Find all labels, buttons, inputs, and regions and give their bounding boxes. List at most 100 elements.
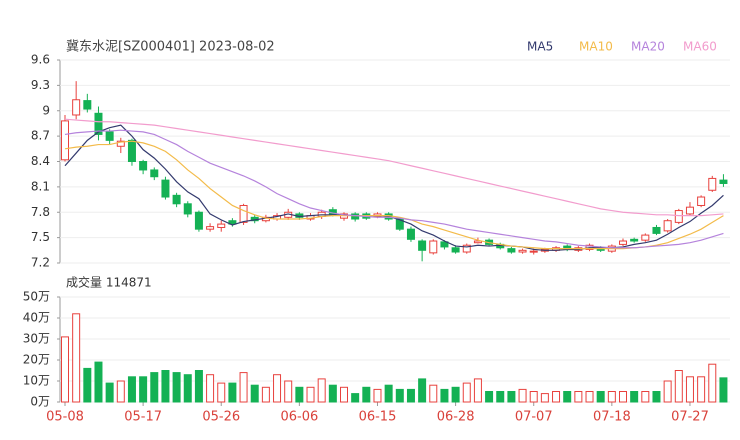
volume-bar (518, 388, 527, 403)
y-tick-label: 10万 (23, 374, 50, 388)
volume-bar (194, 370, 203, 403)
candle-body (685, 206, 694, 215)
volume-bar (529, 391, 538, 403)
volume-bar (83, 367, 92, 403)
volume-bar (72, 313, 81, 403)
volume-bar (127, 376, 136, 403)
candle-body (663, 220, 672, 232)
volume-bar (217, 382, 226, 403)
volume-bar (406, 388, 415, 403)
candle-body (507, 248, 516, 253)
volume-bar (462, 382, 471, 403)
volume-bar (273, 374, 282, 403)
volume-bar (641, 391, 650, 403)
volume-bar (295, 386, 304, 403)
volume-bar (496, 391, 505, 403)
volume-bar (384, 384, 393, 403)
x-tick-label: 05-08 (46, 410, 84, 425)
chart-title: 冀东水泥[SZ000401] 2023-08-02 (66, 39, 275, 55)
candle-body (406, 228, 415, 240)
y-tick-label: 0万 (30, 395, 50, 409)
candle-body (351, 213, 360, 220)
candle-body (619, 240, 627, 245)
volume-bar (250, 384, 259, 403)
volume-bar (351, 393, 360, 403)
volume-bar (418, 378, 427, 403)
legend-label: MA20 (631, 40, 665, 54)
y-tick-label: 40万 (23, 311, 50, 325)
ma-line (64, 140, 724, 250)
y-tick-label: 8.1 (31, 179, 50, 193)
y-tick-label: 50万 (23, 290, 50, 304)
candle-body (473, 240, 482, 244)
candle-body (529, 250, 538, 253)
candle-body (429, 240, 438, 254)
y-tick-label: 8.7 (31, 129, 50, 143)
volume-bar (183, 374, 192, 403)
y-tick-label: 9.3 (31, 78, 50, 92)
candle-body (451, 247, 460, 253)
volume-bar (563, 391, 572, 403)
candle-body (139, 161, 148, 171)
volume-bar (473, 378, 482, 403)
volume-bar (94, 361, 103, 403)
x-tick-label: 06-28 (437, 410, 475, 425)
volume-bar (630, 391, 639, 403)
volume-bar (61, 336, 69, 403)
y-tick-label: 9 (42, 103, 50, 117)
volume-bar (552, 391, 561, 403)
candle-body (116, 140, 125, 147)
candle-body (72, 99, 81, 116)
volume-bar (451, 386, 460, 403)
volume-bar (619, 391, 627, 403)
volume-bar (697, 376, 706, 403)
candle-body (183, 203, 192, 215)
volume-bar (362, 386, 371, 403)
x-tick-label: 07-07 (515, 410, 553, 425)
volume-bar (172, 372, 181, 403)
ma-line (64, 118, 724, 217)
candle-body (105, 131, 114, 141)
volume-bar (206, 374, 215, 403)
volume-bar (261, 386, 270, 403)
y-tick-label: 30万 (23, 332, 50, 346)
x-tick-label: 07-18 (593, 410, 631, 425)
y-tick-label: 9.6 (31, 53, 50, 67)
volume-bar (284, 380, 293, 403)
candle-body (395, 218, 404, 230)
candle-body (94, 112, 103, 135)
volume-bar (395, 388, 404, 403)
x-tick-label: 07-27 (671, 410, 709, 425)
x-tick-label: 05-26 (202, 410, 240, 425)
x-tick-label: 06-15 (359, 410, 397, 425)
volume-bar (317, 378, 326, 403)
y-tick-label: 8.4 (31, 154, 50, 168)
candle-body (674, 210, 683, 223)
legend-label: MA10 (579, 40, 613, 54)
volume-bar (719, 377, 728, 403)
candle-body (206, 226, 215, 230)
volume-bar (674, 370, 683, 403)
volume-title: 成交量 114871 (66, 275, 152, 290)
volume-bar (607, 391, 616, 403)
volume-bar (652, 391, 661, 403)
volume-bar (429, 384, 438, 403)
volume-bar (328, 384, 337, 403)
candle-body (440, 241, 449, 248)
volume-bar (574, 391, 583, 403)
volume-bar (228, 382, 237, 403)
volume-bar (150, 372, 159, 403)
volume-bar (239, 372, 248, 403)
volume-bar (540, 393, 549, 403)
volume-bar (708, 363, 717, 403)
candle-body (697, 196, 706, 206)
candle-body (630, 238, 639, 242)
volume-bar (306, 386, 315, 403)
candle-body (641, 234, 650, 241)
volume-bar (161, 370, 170, 403)
candle-body (418, 240, 427, 251)
volume-bar (485, 391, 494, 403)
volume-bar (596, 391, 605, 403)
